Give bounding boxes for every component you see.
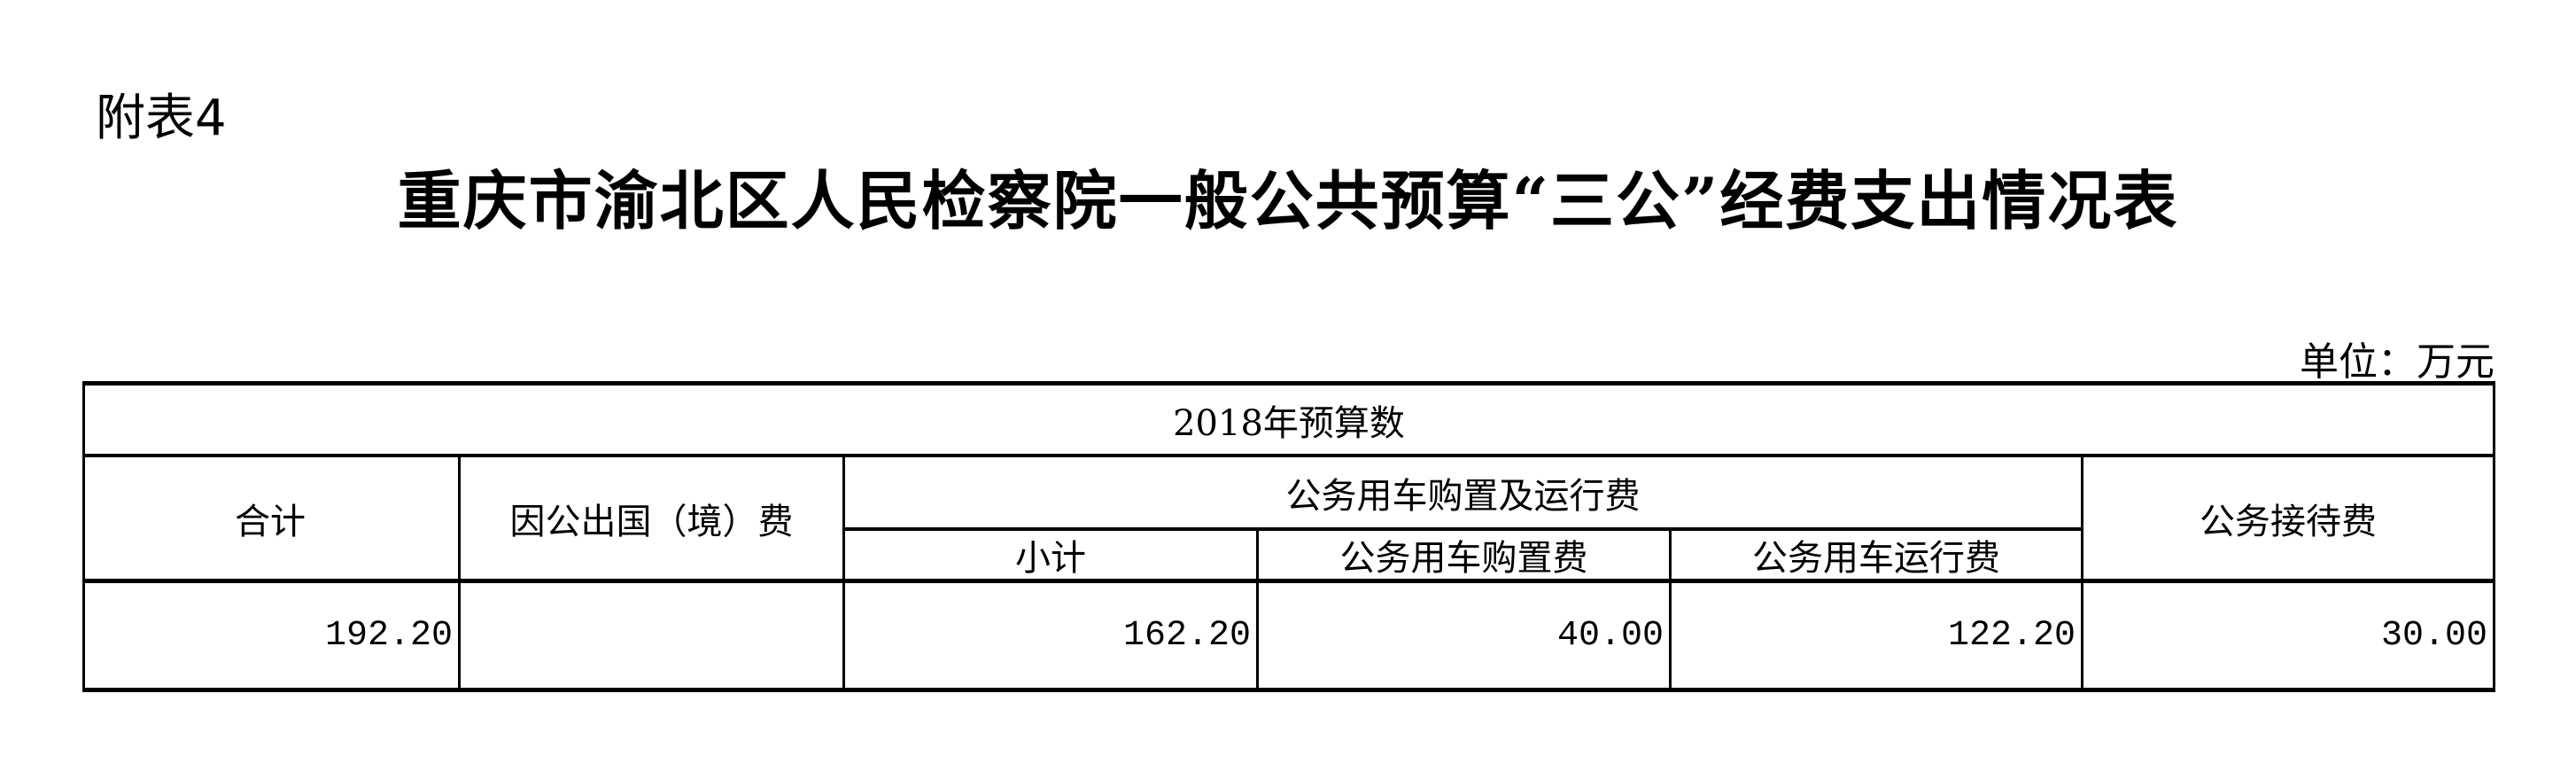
header-overseas: 因公出国（境）费 <box>509 501 794 542</box>
table-border-bottom <box>82 688 2495 692</box>
table-divider <box>82 579 2495 583</box>
value-vehicle-operation: 122.20 <box>1947 615 2076 656</box>
unit-label: 单位：万元 <box>2300 339 2495 385</box>
table-border-right <box>2493 381 2495 692</box>
header-vehicle-group: 公务用车购置及运行费 <box>1285 475 1641 517</box>
column-divider <box>2081 454 2083 692</box>
table-border-top <box>82 381 2495 386</box>
value-overseas <box>461 583 842 688</box>
column-divider <box>1256 527 1259 692</box>
group-header: 2018年预算数 <box>1173 402 1405 444</box>
table-divider <box>843 527 2082 531</box>
header-vehicle-subtotal: 小计 <box>1015 538 1086 579</box>
column-divider <box>842 454 845 692</box>
attachment-label: 附表4 <box>96 90 227 147</box>
header-vehicle-purchase: 公务用车购置费 <box>1339 538 1588 579</box>
column-divider <box>458 454 461 692</box>
table-divider <box>82 454 2495 457</box>
header-total: 合计 <box>235 501 306 542</box>
table-border-left <box>82 381 85 692</box>
value-reception: 30.00 <box>2380 615 2487 656</box>
value-vehicle-subtotal: 162.20 <box>1122 615 1251 656</box>
header-vehicle-operation: 公务用车运行费 <box>1752 538 2000 579</box>
column-divider <box>1669 527 1672 692</box>
value-vehicle-purchase: 40.00 <box>1556 615 1664 656</box>
page-title: 重庆市渝北区人民检察院一般公共预算“三公”经费支出情况表 <box>397 163 2179 238</box>
header-reception: 公务接待费 <box>2200 501 2377 542</box>
value-total: 192.20 <box>324 615 453 656</box>
